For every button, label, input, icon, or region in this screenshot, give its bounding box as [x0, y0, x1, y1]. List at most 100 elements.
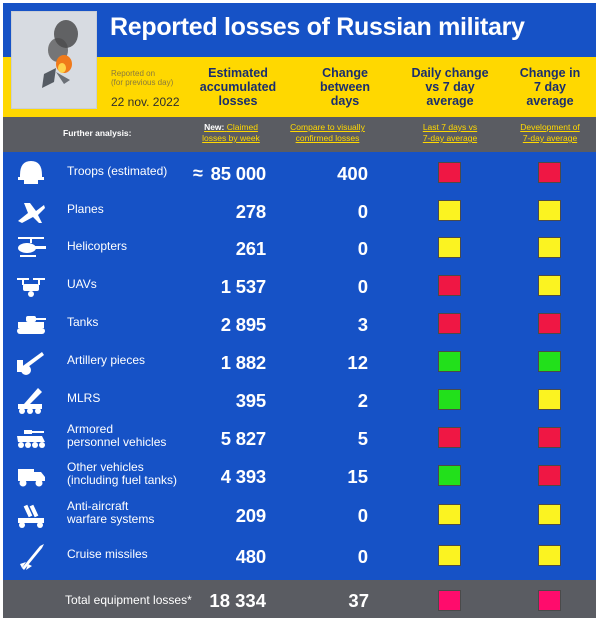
row-change-value: 0: [357, 546, 368, 567]
column-header-daily: Daily change vs 7 day average: [411, 66, 489, 108]
column-header-accumulated: Estimated accumulated losses: [199, 66, 277, 108]
row-label: UAVs: [67, 277, 97, 291]
row-accumulated-value: 261: [235, 238, 266, 259]
fighter-jet-icon: [14, 195, 48, 225]
row-accumulated-value: 85 000: [210, 163, 267, 184]
row-change-value: 0: [357, 238, 368, 259]
helmet-icon: [14, 157, 48, 187]
row-change-value: 2: [357, 390, 368, 411]
table-row: Tanks 2 895 3: [3, 305, 596, 343]
truck-icon: [14, 460, 48, 490]
table-row: Artillery pieces 1 882 12: [3, 343, 596, 381]
trend-indicator: [538, 237, 561, 258]
row-accumulated-value: 2 895: [220, 314, 266, 335]
reported-note: Reported on (for previous day): [111, 69, 174, 87]
daily-change-indicator: [438, 427, 461, 448]
row-accumulated-value: 5 827: [220, 428, 266, 449]
helicopter-icon: [14, 232, 48, 262]
table-row: Other vehicles (including fuel tanks) 4 39…: [3, 457, 596, 495]
row-label: Planes: [67, 202, 104, 216]
row-label: Troops (estimated): [67, 164, 168, 178]
total-daily-indicator: [438, 590, 461, 611]
total-value: 18 334: [209, 590, 266, 611]
losses-table: [3, 152, 596, 580]
trend-indicator: [538, 545, 561, 566]
apc-icon: [14, 422, 48, 452]
row-accumulated-value: 480: [235, 546, 266, 567]
artillery-icon: [14, 346, 48, 376]
row-accumulated-value: 1 882: [220, 352, 266, 373]
development-7day-link[interactable]: Development of 7-day average: [520, 122, 580, 143]
row-change-value: 0: [357, 276, 368, 297]
daily-change-indicator: [438, 389, 461, 410]
daily-change-indicator: [438, 351, 461, 372]
tank-icon: [14, 308, 48, 338]
compare-visual-link[interactable]: Compare to visually confirmed losses: [290, 122, 365, 143]
column-header-band: [3, 57, 596, 117]
daily-change-indicator: [438, 275, 461, 296]
total-label: Total equipment losses*: [65, 593, 192, 607]
total-bar: [3, 580, 596, 618]
daily-change-indicator: [438, 313, 461, 334]
table-row: Planes 278 0: [3, 192, 596, 230]
column-header-7day: Change in 7 day average: [519, 66, 581, 108]
title-banner: [3, 3, 596, 57]
missile-icon: [14, 540, 48, 570]
trend-indicator: [538, 351, 561, 372]
row-change-value: 15: [347, 466, 368, 487]
total-change: 37: [348, 590, 369, 611]
trend-indicator: [538, 162, 561, 183]
row-label: Armored personnel vehicles: [67, 422, 167, 449]
table-row: Cruise missiles 480 0: [3, 537, 596, 575]
burning-aircraft-photo: [11, 11, 97, 109]
total-trend-indicator: [538, 590, 561, 611]
daily-change-indicator: [438, 237, 461, 258]
daily-change-indicator: [438, 465, 461, 486]
row-label: Cruise missiles: [67, 547, 148, 561]
approx-symbol: ≈: [193, 163, 203, 183]
report-date: 22 nov. 2022: [111, 95, 180, 109]
row-label: Helicopters: [67, 239, 128, 253]
row-accumulated-value: 209: [235, 505, 266, 526]
table-row: Anti-aircraft warfare systems 209 0: [3, 496, 596, 534]
row-accumulated-value: 1 537: [220, 276, 266, 297]
table-row: Troops (estimated) ≈85 000 400: [3, 154, 596, 192]
table-row: Helicopters 261 0: [3, 229, 596, 267]
row-accumulated-value: 395: [235, 390, 266, 411]
analysis-label: Further analysis:: [63, 128, 132, 138]
row-change-value: 5: [357, 428, 368, 449]
row-change-value: 3: [357, 314, 368, 335]
table-row: Armored personnel vehicles 5 827 5: [3, 419, 596, 457]
row-label: Anti-aircraft warfare systems: [67, 499, 155, 526]
row-accumulated-value: 4 393: [220, 466, 266, 487]
row-label: Tanks: [67, 315, 99, 329]
trend-indicator: [538, 465, 561, 486]
table-row: UAVs 1 537 0: [3, 267, 596, 305]
claimed-by-week-link[interactable]: New: Claimed losses by week: [202, 122, 260, 143]
daily-change-indicator: [438, 200, 461, 221]
table-row: MLRS 395 2: [3, 381, 596, 419]
trend-indicator: [538, 200, 561, 221]
row-label: Other vehicles (including fuel tanks): [67, 460, 178, 487]
row-accumulated-value: 278: [235, 201, 266, 222]
rocket-launcher-icon: [14, 384, 48, 414]
last-7-days-link[interactable]: Last 7 days vs 7-day average: [422, 122, 478, 143]
column-header-change: Change between days: [319, 66, 370, 108]
row-change-value: 12: [347, 352, 368, 373]
trend-indicator: [538, 389, 561, 410]
row-change-value: 0: [357, 201, 368, 222]
daily-change-indicator: [438, 162, 461, 183]
page-title: Reported losses of Russian military: [110, 13, 525, 41]
analysis-bar: [3, 117, 596, 152]
row-change-value: 0: [357, 505, 368, 526]
daily-change-indicator: [438, 545, 461, 566]
trend-indicator: [538, 427, 561, 448]
row-change-value: 400: [337, 163, 368, 184]
anti-aircraft-icon: [14, 499, 48, 529]
drone-icon: [14, 270, 48, 300]
trend-indicator: [538, 504, 561, 525]
daily-change-indicator: [438, 504, 461, 525]
row-label: MLRS: [67, 391, 101, 405]
trend-indicator: [538, 275, 561, 296]
